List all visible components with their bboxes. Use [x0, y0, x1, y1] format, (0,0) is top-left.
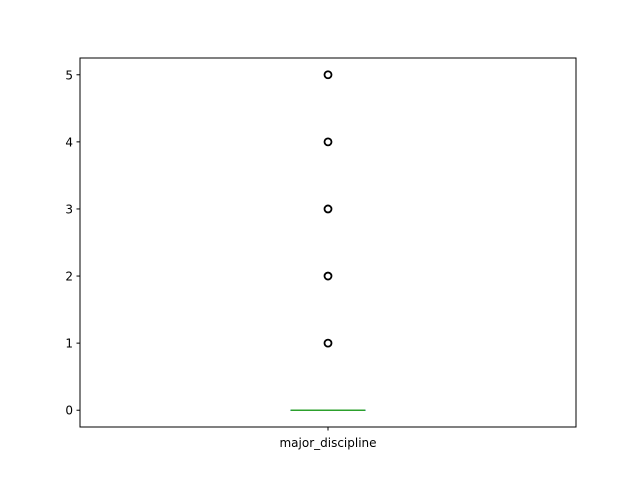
y-tick-label: 5 [65, 68, 73, 82]
x-tick-label: major_discipline [279, 436, 376, 450]
y-tick-label: 3 [65, 202, 73, 216]
y-tick-label: 1 [65, 337, 73, 351]
y-tick-label: 0 [65, 404, 73, 418]
y-tick-label: 4 [65, 135, 73, 149]
y-tick-label: 2 [65, 270, 73, 284]
